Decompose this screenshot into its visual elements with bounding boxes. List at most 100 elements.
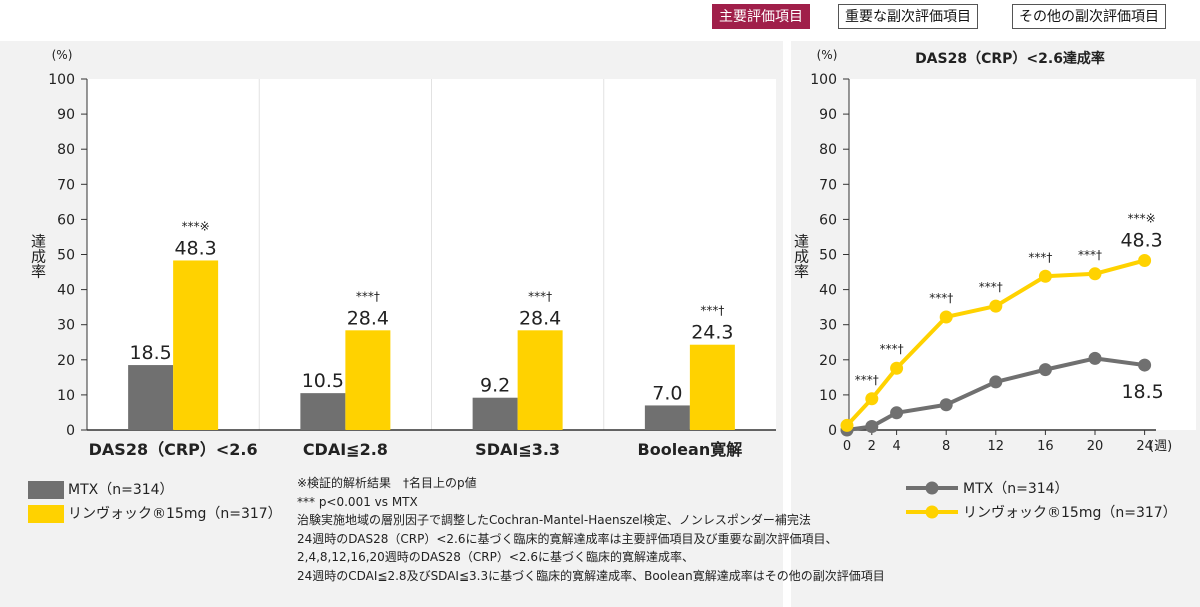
line-significance-label: ***†: [979, 280, 1003, 294]
line-y-tick-label: 40: [819, 283, 837, 299]
bar-rinvoq: [689, 344, 735, 430]
bar-legend-rinvoq: リンヴォック®15mg（n=317）: [28, 503, 282, 523]
line-significance-label: ***†: [855, 373, 879, 387]
bar-y-unit: (%): [52, 48, 73, 62]
bar-legend-mtx: MTX（n=314）: [28, 479, 174, 499]
line-legend-rinvoq-label: リンヴォック®15mg（n=317）: [963, 504, 1177, 521]
bar-y-tick-label: 40: [57, 283, 75, 299]
bar-y-tick-label: 10: [57, 388, 75, 404]
note-line: 治験実施地域の層別因子で調整したCochran-Mantel-Haenszel検…: [297, 513, 811, 527]
bar-chart: (%) 達成率 0 10 20 30 40 50 60 70 80 90 100 18.5 48.3 **…: [29, 48, 776, 459]
bar-x-tick-label: Boolean寛解: [638, 440, 743, 459]
note-line: 24週時のDAS28（CRP）<2.6に基づく臨床的寛解達成率は主要評価項目及び…: [297, 531, 838, 546]
line-x-tick-label: 8: [942, 439, 950, 454]
bar-y-tick-label: 100: [48, 72, 75, 88]
bar-rinvoq: [517, 330, 563, 430]
bar-legend-mtx-label: MTX（n=314）: [68, 482, 174, 498]
bar-y-tick-label: 30: [57, 318, 75, 334]
line-significance-label: ***†: [1028, 250, 1052, 264]
line-rinvoq-point: [1138, 253, 1152, 267]
bar-mtx-value-label: 10.5: [302, 370, 344, 392]
bar-significance-label: ***※: [182, 219, 210, 233]
line-mtx-point: [865, 419, 879, 433]
note-line: 24週時のCDAI≦2.8及びSDAI≦3.3に基づく臨床的寛解達成率、Bool…: [297, 568, 885, 583]
note-line: ※検証的解析結果 †名目上のp値: [297, 476, 477, 490]
bar-legend-rinvoq-label: リンヴォック®15mg（n=317）: [68, 506, 282, 522]
tab-other-secondary-endpoints[interactable]: その他の副次評価項目: [1012, 4, 1166, 29]
line-significance-label: ***†: [929, 291, 953, 305]
line-rinvoq-point: [890, 361, 904, 375]
line-rinvoq-point: [1088, 267, 1102, 281]
line-rinvoq-point: [840, 418, 854, 432]
line-y-tick-label: 0: [828, 423, 837, 439]
line-x-unit: (週): [1149, 439, 1172, 454]
footnotes: ※検証的解析結果 †名目上のp値 *** p<0.001 vs MTX 治験実施…: [297, 474, 885, 585]
bar-x-tick-label: DAS28（CRP）<2.6: [89, 440, 258, 459]
bar-y-tick-label: 50: [57, 248, 75, 264]
bar-rinvoq-value-label: 28.4: [347, 307, 389, 329]
line-rinvoq-point: [865, 392, 879, 406]
bar-mtx-value-label: 18.5: [129, 342, 171, 364]
line-mtx-point: [1038, 363, 1052, 377]
bar-y-tick-label: 80: [57, 142, 75, 158]
bar-significance-label: ***†: [528, 289, 552, 303]
tab-primary-endpoint[interactable]: 主要評価項目: [712, 4, 810, 29]
bar-rinvoq: [173, 260, 219, 430]
note-line: 2,4,8,12,16,20週時のDAS28（CRP）<2.6に基づく臨床的寛解…: [297, 550, 695, 564]
line-chart: (%) DAS28（CRP）<2.6達成率 達成率 01020304050607…: [792, 48, 1196, 454]
rinvoq-swatch: [28, 505, 64, 523]
line-x-tick-label: 2: [868, 439, 876, 454]
line-mtx-value-label: 18.5: [1121, 381, 1163, 403]
line-mtx-point: [989, 375, 1003, 389]
line-x-tick-label: 24: [1136, 439, 1153, 454]
line-y-axis-label: 達成率: [792, 234, 810, 279]
mtx-swatch: [28, 481, 64, 499]
bar-y-tick-label: 0: [66, 423, 75, 439]
line-rinvoq-point: [939, 310, 953, 324]
bar-mtx-value-label: 7.0: [652, 382, 682, 404]
bar-rinvoq-value-label: 28.4: [519, 307, 561, 329]
bar-x-tick-label: SDAI≦3.3: [475, 440, 560, 459]
line-mtx-point: [939, 398, 953, 412]
note-line: *** p<0.001 vs MTX: [297, 494, 418, 509]
line-y-tick-label: 100: [810, 72, 837, 88]
line-x-tick-label: 20: [1087, 439, 1104, 454]
bar-mtx: [128, 365, 174, 430]
line-chart-title: DAS28（CRP）<2.6達成率: [915, 50, 1105, 67]
bar-mtx: [644, 405, 690, 430]
bar-y-tick-label: 20: [57, 353, 75, 369]
bar-x-tick-label: CDAI≦2.8: [303, 440, 388, 459]
bar-rinvoq: [345, 330, 391, 430]
bar-y-tick-label: 60: [57, 212, 75, 228]
top-bar: 主要評価項目 重要な副次評価項目 その他の副次評価項目: [0, 0, 1200, 41]
line-rinvoq-value-label: 48.3: [1120, 229, 1162, 251]
line-mtx-point: [890, 406, 904, 420]
line-rinvoq-point: [1038, 269, 1052, 283]
line-x-tick-label: 4: [892, 439, 900, 454]
line-x-tick-label: 0: [843, 439, 851, 454]
line-legend-rinvoq-marker: [925, 505, 939, 519]
tab-key-secondary-endpoints[interactable]: 重要な副次評価項目: [838, 4, 978, 29]
line-x-tick-label: 16: [1037, 439, 1054, 454]
line-y-unit: (%): [817, 48, 838, 62]
line-mtx-point: [1138, 358, 1152, 372]
line-x-tick-label: 12: [988, 439, 1005, 454]
bar-mtx: [300, 393, 346, 430]
line-y-tick-label: 70: [819, 177, 837, 193]
bar-mtx: [472, 397, 518, 430]
line-legend-mtx-label: MTX（n=314）: [963, 481, 1069, 497]
line-y-tick-label: 60: [819, 212, 837, 228]
bar-y-axis-label: 達成率: [29, 234, 47, 279]
bar-rinvoq-value-label: 48.3: [174, 237, 216, 259]
line-mtx-point: [1088, 351, 1102, 365]
line-y-tick-label: 50: [819, 248, 837, 264]
bar-significance-label: ***†: [356, 289, 380, 303]
line-significance-label: ***†: [880, 342, 904, 356]
line-rinvoq-line: [845, 258, 1146, 427]
line-y-tick-label: 20: [819, 353, 837, 369]
line-legend-mtx-marker: [925, 481, 939, 495]
line-significance-label: ***※: [1128, 211, 1156, 225]
bar-rinvoq-value-label: 24.3: [691, 322, 733, 344]
bar-mtx-value-label: 9.2: [480, 375, 510, 397]
line-significance-label: ***†: [1078, 248, 1102, 262]
